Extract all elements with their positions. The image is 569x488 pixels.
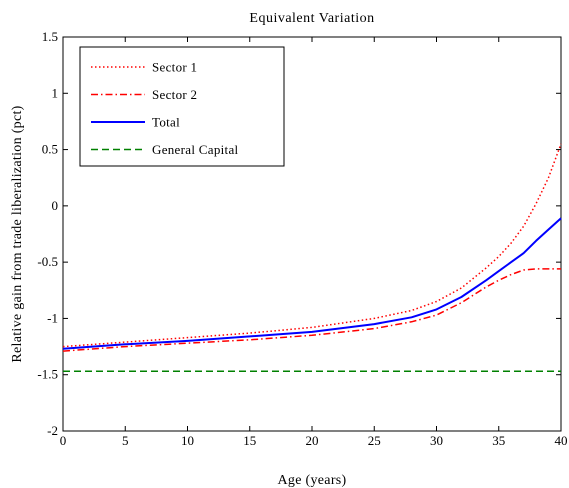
- x-tick-label: 20: [306, 433, 319, 448]
- y-tick-label: -2: [47, 423, 58, 438]
- chart-title: Equivalent Variation: [249, 11, 374, 26]
- axis-ticks: 0 5 10 15 20 25 30 35 40 -2 -1.5 -1 -0.5 0 0.5 1 1.5: [37, 29, 567, 448]
- series-line-sector-2: [62, 268, 561, 352]
- legend-label: Total: [152, 115, 180, 130]
- x-tick-label: 25: [368, 433, 381, 448]
- legend-label: Sector 1: [152, 60, 197, 75]
- x-tick-label: 30: [430, 433, 443, 448]
- series-layer: [62, 143, 562, 373]
- y-tick-label: -0.5: [37, 254, 58, 269]
- x-tick-label: 35: [492, 433, 505, 448]
- legend-box: [79, 46, 285, 167]
- series-line-total: [62, 217, 562, 350]
- y-tick-label: -1.5: [37, 367, 58, 382]
- legend: Sector 1 Sector 2 Total General Capital: [79, 46, 285, 167]
- y-tick-label: 0.5: [42, 142, 58, 157]
- y-tick-label: 1: [52, 85, 59, 100]
- x-tick-label: 5: [122, 433, 129, 448]
- x-axis-label: Age (years): [278, 473, 347, 488]
- y-tick-label: 0: [52, 198, 59, 213]
- legend-label: Sector 2: [152, 87, 197, 102]
- y-axis-label: Relative gain from trade liberalization …: [10, 105, 25, 362]
- y-tick-label: -1: [47, 310, 58, 325]
- series-line-sector-1: [62, 143, 562, 348]
- x-tick-label: 10: [181, 433, 194, 448]
- x-tick-label: 15: [243, 433, 256, 448]
- x-tick-label: 0: [60, 433, 67, 448]
- legend-label: General Capital: [152, 142, 239, 157]
- x-tick-label: 40: [555, 433, 568, 448]
- y-tick-label: 1.5: [42, 29, 58, 44]
